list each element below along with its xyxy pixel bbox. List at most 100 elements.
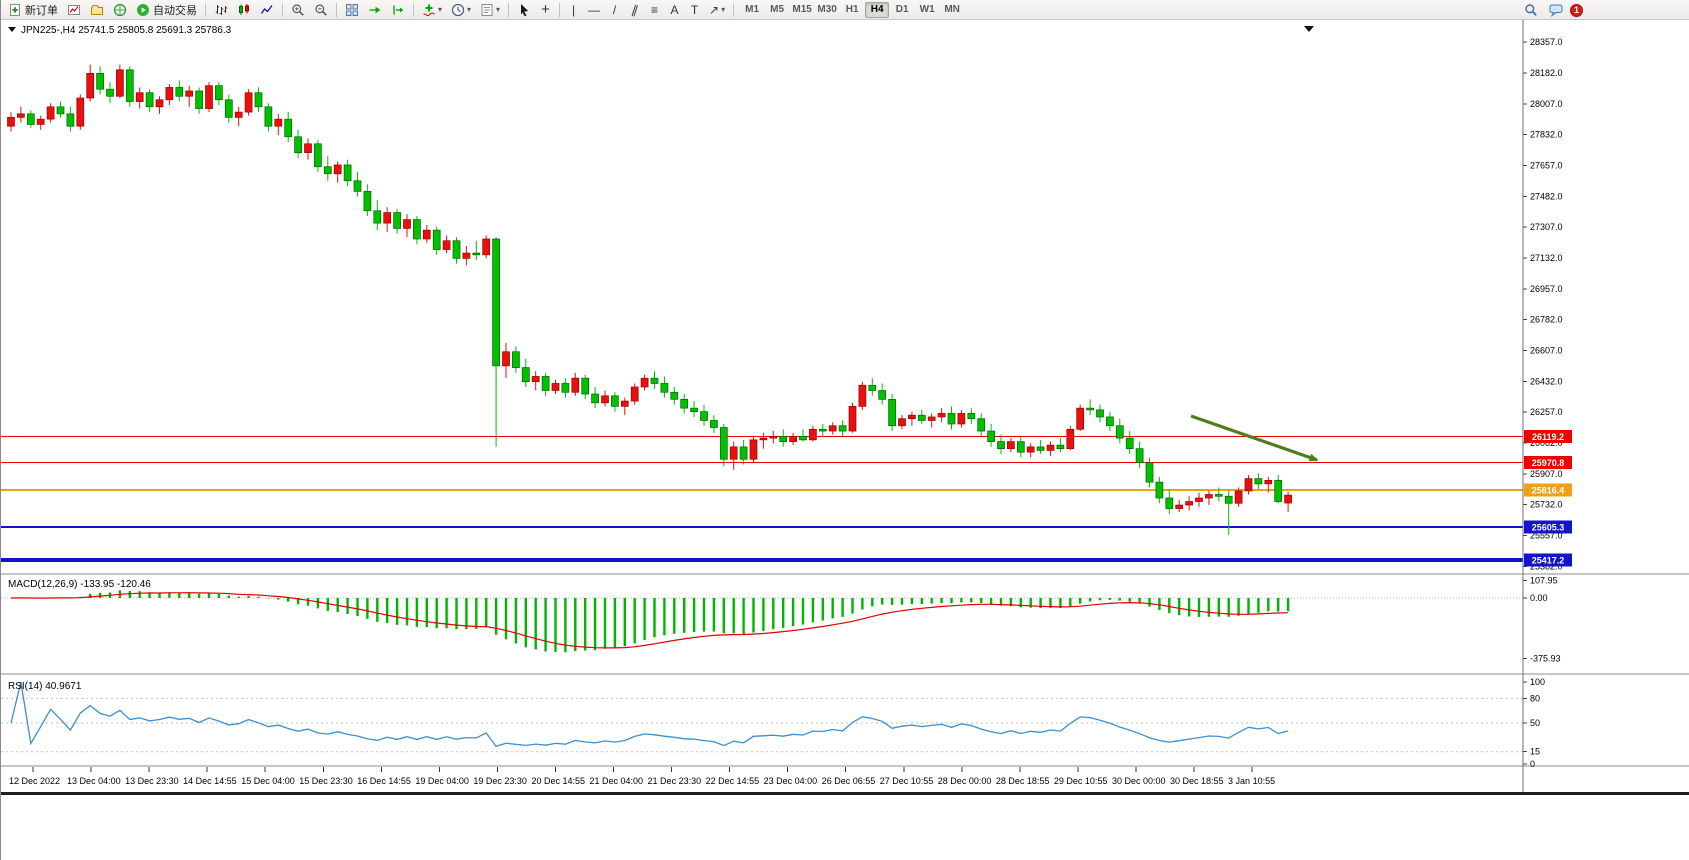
main-panel: JPN225-,H4 25741.5 25805.8 25691.3 25786…: [1, 25, 1523, 563]
timeframe-m5-button[interactable]: M5: [765, 2, 789, 18]
indicators-button[interactable]: ▾: [418, 1, 446, 19]
timeframe-m1-button[interactable]: M1: [740, 2, 764, 18]
toolbar-separator: [559, 2, 561, 17]
vertical-line-tool-button[interactable]: |: [564, 1, 583, 19]
candle-body: [898, 418, 906, 427]
candle-body: [1205, 494, 1213, 499]
candle-body: [937, 413, 946, 418]
candle-body: [264, 106, 273, 127]
chart-area[interactable]: JPN225-,H4 25741.5 25805.8 25691.3 25786…: [1, 20, 1689, 798]
price-line-badge-label: 25970.8: [1532, 458, 1565, 468]
candle-body: [442, 240, 451, 250]
candle-body: [1145, 462, 1154, 483]
macd-axis-label: -375.93: [1530, 654, 1561, 664]
crosshair-tool-button[interactable]: +: [536, 1, 555, 19]
channel-tool-button[interactable]: ∥: [625, 1, 644, 19]
trendline-tool-button[interactable]: /: [605, 1, 624, 19]
trend-arrow-annotation[interactable]: [1190, 414, 1319, 462]
price-axis-label: 26782.0: [1530, 315, 1563, 325]
candle-body: [76, 97, 85, 127]
quick-nav-dropdown-icon[interactable]: [1304, 26, 1314, 32]
candle-body: [858, 384, 867, 407]
candle-body: [1115, 425, 1124, 439]
messages-button[interactable]: [1545, 1, 1567, 19]
tile-windows-button[interactable]: [341, 1, 363, 19]
arrows-tool-button[interactable]: ↗ ▾: [705, 1, 729, 19]
new-order-button[interactable]: 新订单: [4, 1, 62, 19]
profiles-button[interactable]: [86, 1, 108, 19]
data-window-button[interactable]: [109, 1, 131, 19]
timeframe-m15-button[interactable]: M15: [790, 2, 814, 18]
bar-chart-button[interactable]: [210, 1, 232, 19]
candle-body: [294, 136, 302, 153]
candle-body: [393, 212, 401, 229]
price-axis-label: 27482.0: [1530, 191, 1563, 201]
symbol-dropdown-icon[interactable]: [8, 27, 16, 32]
candle-body: [551, 383, 560, 391]
search-button[interactable]: [1520, 1, 1542, 19]
candle-body: [17, 113, 25, 118]
autotrading-button[interactable]: 自动交易: [132, 1, 201, 19]
toolbar-right-group: 1: [1520, 1, 1583, 19]
time-axis-label: 28 Dec 00:00: [938, 776, 992, 786]
candle-body: [512, 351, 520, 368]
zoom-out-button[interactable]: [310, 1, 332, 19]
candle-body: [343, 164, 352, 182]
candle-body: [1096, 409, 1104, 418]
timeframe-mn-button[interactable]: MN: [940, 2, 964, 18]
price-line-badge-label: 25816.4: [1532, 485, 1565, 495]
candle-body: [254, 92, 263, 108]
periods-button[interactable]: ▾: [447, 1, 475, 19]
time-axis-label: 30 Dec 00:00: [1112, 776, 1166, 786]
cursor-tool-button[interactable]: [513, 1, 535, 19]
candle-body: [373, 210, 382, 224]
price-line-badge: [1524, 456, 1572, 470]
candle-body: [482, 238, 491, 256]
candle-body: [116, 69, 124, 97]
toolbar-separator: [733, 2, 735, 17]
candle-body: [571, 377, 580, 393]
zoom-in-icon: [292, 3, 304, 16]
zoom-in-button[interactable]: [287, 1, 309, 19]
candle-body: [769, 435, 778, 439]
chart-shift-icon: [393, 5, 404, 14]
candle-body: [601, 395, 609, 404]
notification-badge[interactable]: 1: [1570, 3, 1583, 17]
timeframe-h4-button[interactable]: H4: [865, 1, 890, 18]
candle-body: [413, 219, 421, 240]
horizontal-line-tool-button[interactable]: —: [584, 1, 604, 19]
text-tool-button[interactable]: A: [665, 1, 684, 19]
candlestick-chart-button[interactable]: [233, 1, 255, 19]
candle-body: [145, 92, 154, 108]
candle-body: [46, 106, 55, 120]
candle-body: [1195, 497, 1203, 502]
toolbar-separator: [413, 2, 414, 17]
timeframe-m30-button[interactable]: M30: [815, 2, 839, 18]
label-tool-button[interactable]: T: [685, 1, 704, 19]
main-toolbar: 新订单 自动交易: [1, 0, 1689, 20]
templates-button[interactable]: ▾: [476, 1, 504, 19]
candle-body: [452, 240, 461, 259]
candle-body: [908, 414, 916, 420]
chart-header: JPN225-,H4 25741.5 25805.8 25691.3 25786…: [21, 25, 232, 36]
candle-body: [462, 252, 471, 259]
timeframe-h1-button[interactable]: H1: [840, 2, 864, 18]
chart-canvas[interactable]: JPN225-,H4 25741.5 25805.8 25691.3 25786…: [1, 20, 1689, 798]
timeframe-w1-button[interactable]: W1: [915, 2, 939, 18]
auto-scroll-button[interactable]: [364, 1, 386, 19]
fibonacci-tool-button[interactable]: ≡: [645, 1, 664, 19]
timeframe-d1-button[interactable]: D1: [890, 2, 914, 18]
tile-windows-icon: [346, 3, 358, 16]
new-chart-button[interactable]: [63, 1, 85, 19]
line-chart-button[interactable]: [256, 1, 278, 19]
candle-body: [977, 418, 986, 432]
candle-body: [818, 428, 827, 432]
candle-body: [1214, 494, 1223, 497]
candle-body: [611, 395, 619, 407]
chart-shift-button[interactable]: [387, 1, 409, 19]
new-order-label: 新订单: [25, 4, 58, 17]
autotrading-icon: [137, 3, 149, 16]
search-icon: [1525, 4, 1537, 16]
new-order-icon: [10, 3, 20, 16]
candle-body: [1046, 444, 1055, 451]
